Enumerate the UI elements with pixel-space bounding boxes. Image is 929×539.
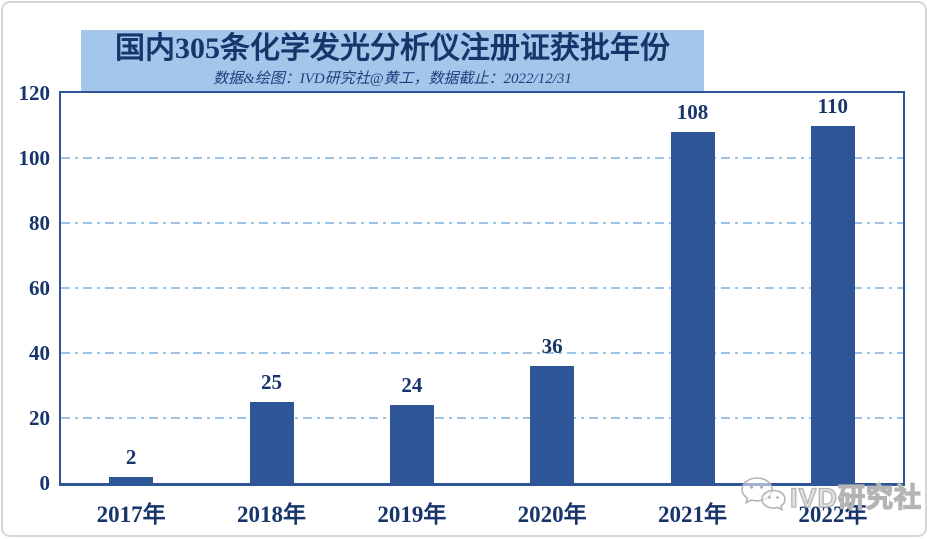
bar-2019年 bbox=[389, 405, 434, 483]
watermark-text: IVD研究社 bbox=[789, 482, 923, 513]
x-tick-2017年: 2017年 bbox=[96, 502, 166, 527]
x-tick-2018年: 2018年 bbox=[237, 502, 306, 527]
bar-value-label: 36 bbox=[541, 334, 563, 358]
y-tick-120: 120 bbox=[18, 81, 51, 105]
gridline-40 bbox=[61, 352, 903, 354]
bar-2018年 bbox=[249, 401, 294, 483]
bar-2021年 bbox=[670, 132, 715, 483]
chart-title-box: 国内305条化学发光分析仪注册证获批年份 数据&绘图：IVD研究社@黄工，数据截… bbox=[81, 30, 704, 91]
watermark: IVD研究社 bbox=[739, 475, 922, 515]
y-tick-60: 60 bbox=[29, 276, 50, 300]
y-tick-0: 0 bbox=[39, 471, 51, 495]
bar-2017年 bbox=[109, 476, 154, 483]
plot-area: 2 25 24 36 108 110 bbox=[59, 91, 905, 486]
x-tick-2021年: 2021年 bbox=[658, 502, 727, 527]
bar-2020年 bbox=[530, 366, 575, 483]
bar-value-label: 110 bbox=[817, 93, 848, 118]
chart-subtitle: 数据&绘图：IVD研究社@黄工，数据截止：2022/12/31 bbox=[213, 70, 572, 87]
bar-value-label: 25 bbox=[261, 369, 282, 394]
wechat-icon bbox=[741, 477, 786, 512]
y-tick-100: 100 bbox=[18, 146, 51, 170]
bar-value-label: 108 bbox=[676, 100, 709, 124]
bar-2022年 bbox=[810, 125, 855, 483]
x-tick-2020年: 2020年 bbox=[517, 502, 587, 527]
gridline-80 bbox=[61, 222, 903, 224]
gridline-20 bbox=[61, 417, 903, 419]
x-tick-2019年: 2019年 bbox=[377, 502, 447, 527]
chart-title: 国内305条化学发光分析仪注册证获批年份 bbox=[115, 32, 670, 66]
gridline-60 bbox=[61, 287, 903, 289]
y-tick-40: 40 bbox=[29, 341, 50, 365]
bar-value-label: 24 bbox=[401, 373, 423, 397]
y-tick-20: 20 bbox=[29, 406, 50, 430]
bar-value-label: 2 bbox=[125, 444, 137, 469]
plot-inner: 2 25 24 36 108 110 bbox=[61, 93, 903, 483]
y-tick-80: 80 bbox=[29, 211, 50, 235]
gridline-100 bbox=[61, 157, 903, 159]
x-tick-2022年: 2022年 bbox=[798, 502, 868, 527]
